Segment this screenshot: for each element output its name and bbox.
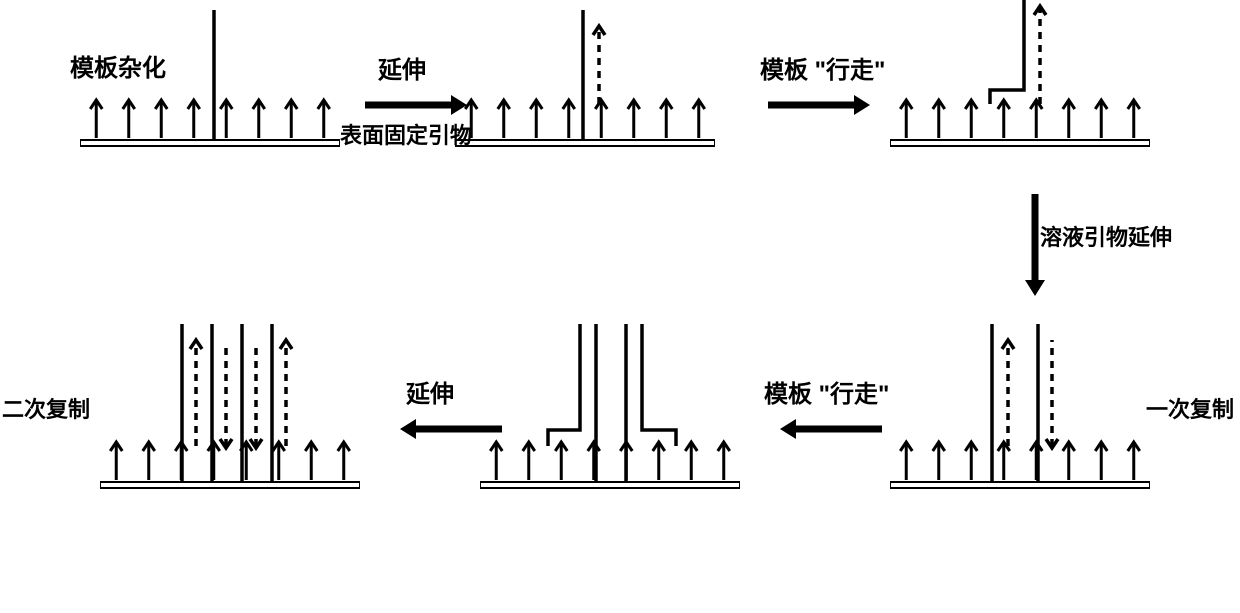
panel-p5 [480,292,740,492]
label-walking-2: 模板 "行走" [764,374,889,409]
label-extension-1: 延伸 [378,50,426,85]
panel-p2 [455,0,715,150]
label-walking-1: 模板 "行走" [760,50,885,85]
connector-c5 [390,414,506,444]
label-second-copy: 二次复制 [2,392,90,424]
diagram-canvas: 模板杂化 延伸 表面固定引物 模板 "行走" 溶液引物延伸 一次复制 模板 "行… [0,0,1240,613]
connector-c1 [361,90,477,120]
panel-p1 [80,0,340,150]
label-solution-primer-ext: 溶液引物延伸 [1040,220,1172,252]
connector-c3 [1020,190,1050,306]
connector-c2 [764,90,880,120]
panel-p6 [100,292,360,492]
panel-p3 [890,0,1150,150]
label-extension-2: 延伸 [406,374,454,409]
label-fixed-primer: 表面固定引物 [340,118,472,150]
connector-c4 [770,414,886,444]
panel-p4 [890,292,1150,492]
label-first-copy: 一次复制 [1146,392,1234,424]
